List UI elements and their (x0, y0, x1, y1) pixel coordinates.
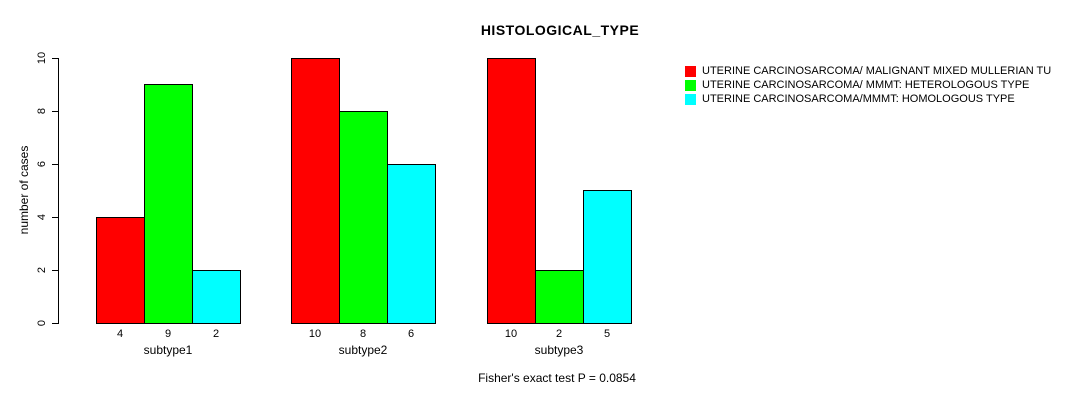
legend-swatch-cyan-icon (685, 93, 696, 105)
x-category-label: subtype3 (534, 343, 584, 357)
y-tick-label: 8 (36, 107, 48, 115)
bar (583, 190, 632, 324)
bar-value-label: 2 (555, 328, 563, 340)
bar-value-label: 5 (603, 328, 611, 340)
legend-item: UTERINE CARCINOSARCOMA/ MALIGNANT MIXED … (685, 64, 1051, 78)
bar (192, 270, 241, 324)
bar-value-label: 10 (308, 328, 322, 340)
y-tick-label: 4 (36, 213, 48, 221)
bar-value-label: 6 (407, 328, 415, 340)
bar-value-label: 2 (212, 328, 220, 340)
y-tick-label: 10 (36, 51, 48, 65)
legend: UTERINE CARCINOSARCOMA/ MALIGNANT MIXED … (685, 64, 1051, 106)
legend-swatch-red-icon (685, 65, 696, 77)
chart-title: HISTOLOGICAL_TYPE (480, 22, 640, 38)
legend-swatch-green-icon (685, 79, 696, 91)
y-axis-label: number of cases (17, 145, 31, 235)
bar (339, 111, 388, 324)
legend-item-label: UTERINE CARCINOSARCOMA/ MMMT: HETEROLOGO… (702, 79, 1030, 91)
bar-value-label: 10 (504, 328, 518, 340)
bar-value-label: 9 (164, 328, 172, 340)
y-tick (52, 217, 58, 218)
bar (487, 58, 536, 324)
bar-value-label: 4 (116, 328, 124, 340)
bar-value-label: 8 (359, 328, 367, 340)
bar (387, 164, 436, 324)
fisher-test-annotation: Fisher's exact test P = 0.0854 (478, 371, 636, 385)
legend-item-label: UTERINE CARCINOSARCOMA/ MALIGNANT MIXED … (702, 65, 1052, 77)
y-tick-label: 0 (36, 319, 48, 327)
y-tick (52, 111, 58, 112)
bar (535, 270, 584, 324)
legend-item-label: UTERINE CARCINOSARCOMA/MMMT: HOMOLOGOUS … (702, 93, 1015, 105)
x-category-label: subtype2 (338, 343, 388, 357)
bar (96, 217, 145, 324)
y-axis-line (58, 58, 59, 324)
y-tick (52, 58, 58, 59)
x-category-label: subtype1 (143, 343, 193, 357)
legend-item: UTERINE CARCINOSARCOMA/MMMT: HOMOLOGOUS … (685, 92, 1051, 106)
legend-item: UTERINE CARCINOSARCOMA/ MMMT: HETEROLOGO… (685, 78, 1051, 92)
y-tick-label: 2 (36, 266, 48, 274)
y-tick (52, 270, 58, 271)
y-tick-label: 6 (36, 160, 48, 168)
y-tick (52, 164, 58, 165)
bar (291, 58, 340, 324)
bar (144, 84, 193, 324)
y-tick (52, 323, 58, 324)
